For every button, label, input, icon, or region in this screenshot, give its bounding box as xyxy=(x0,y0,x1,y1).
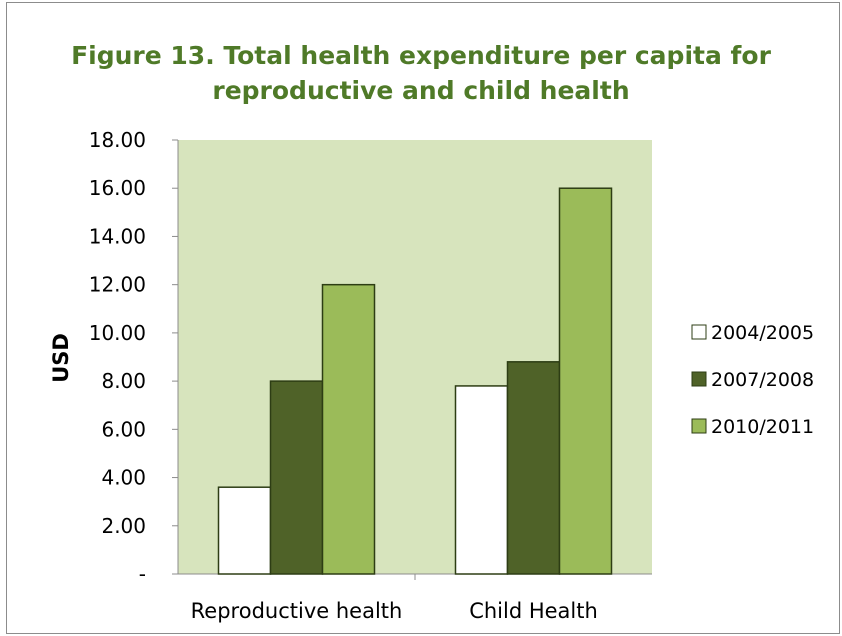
x-category-label: Child Health xyxy=(469,599,598,623)
x-category-label: Reproductive health xyxy=(191,599,403,623)
legend-label: 2004/2005 xyxy=(711,322,814,344)
legend-swatch xyxy=(691,418,707,434)
y-tick-label: 16.00 xyxy=(89,176,146,200)
y-tick-label: 18.00 xyxy=(89,128,146,152)
y-tick-label: 2.00 xyxy=(101,514,146,538)
chart-title-line-2: reproductive and child health xyxy=(212,76,630,105)
bar xyxy=(558,187,613,575)
y-tick-label: 12.00 xyxy=(89,273,146,297)
bar xyxy=(269,380,324,575)
y-tick-label: 6.00 xyxy=(101,417,146,441)
chart-title: Figure 13. Total health expenditure per … xyxy=(0,38,842,108)
legend-label: 2010/2011 xyxy=(711,416,814,438)
y-axis-label: USD xyxy=(49,333,73,383)
y-tick-label: 4.00 xyxy=(101,466,146,490)
bar xyxy=(217,486,272,575)
legend-swatch xyxy=(691,324,707,340)
y-tick-label: 14.00 xyxy=(89,224,146,248)
legend-swatch xyxy=(691,371,707,387)
legend-label: 2007/2008 xyxy=(711,369,814,391)
bar xyxy=(321,283,376,575)
bar xyxy=(506,361,561,575)
y-tick-label: 8.00 xyxy=(101,369,146,393)
bar xyxy=(454,385,509,575)
y-tick-label: 10.00 xyxy=(89,321,146,345)
chart-title-line-1: Figure 13. Total health expenditure per … xyxy=(71,41,771,70)
y-tick-label: - xyxy=(139,562,146,586)
